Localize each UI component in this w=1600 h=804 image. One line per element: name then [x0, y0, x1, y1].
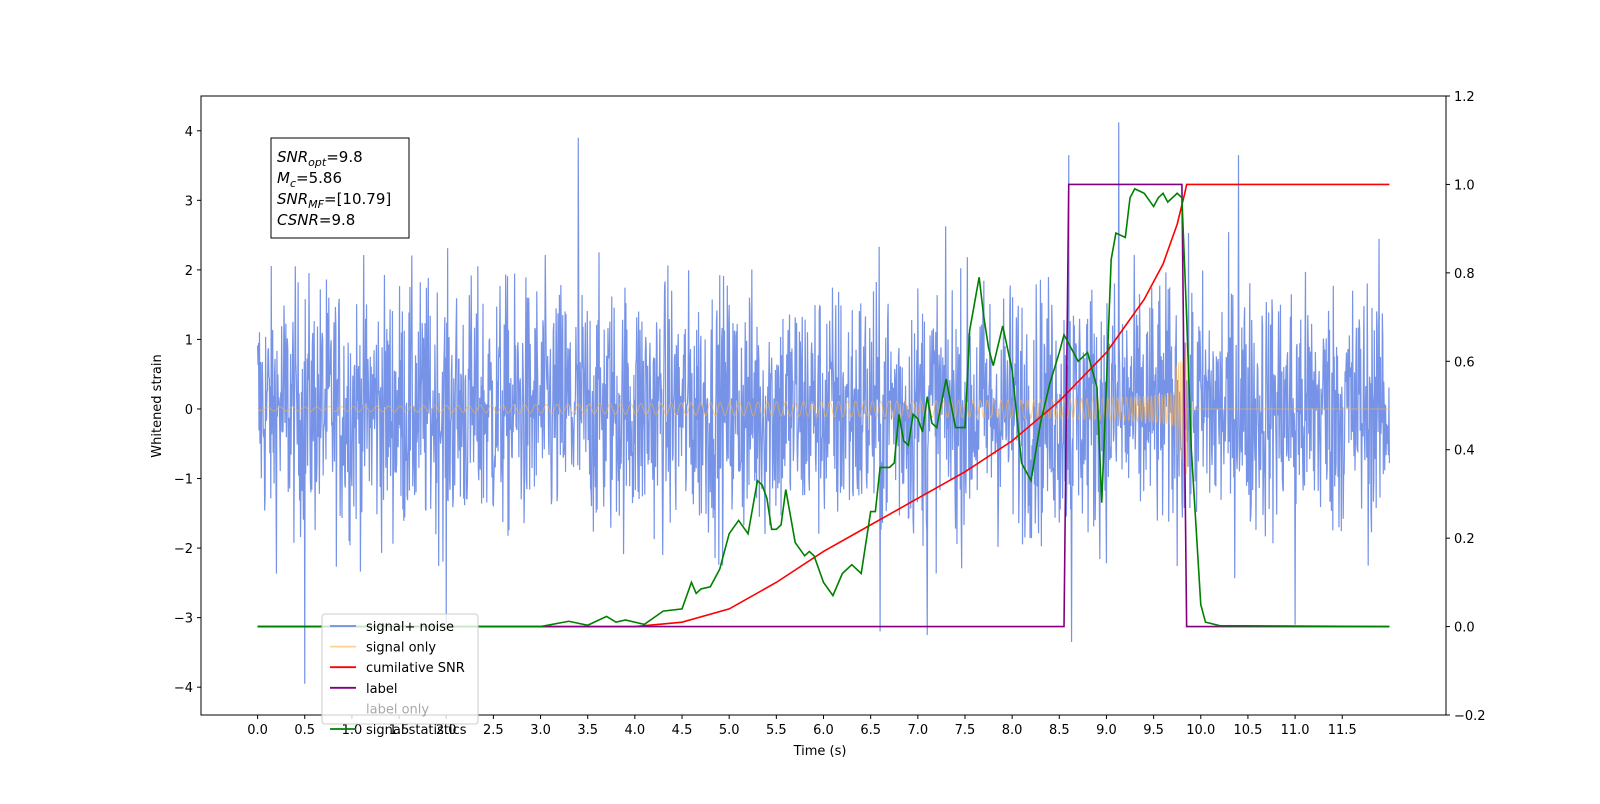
y2-tick-label: 0.4: [1454, 444, 1475, 459]
y2-tick-label: −0.2: [1454, 709, 1486, 724]
y2-tick-label: 0.2: [1454, 532, 1475, 547]
x-tick-label: 11.5: [1328, 723, 1357, 738]
x-tick-label: 10.5: [1233, 723, 1262, 738]
x-tick-label: 4.5: [672, 723, 693, 738]
y-tick-label: 1: [185, 333, 193, 348]
y-axis-label: Whitened strain: [150, 354, 165, 457]
y2-tick-label: 0.6: [1454, 355, 1475, 370]
x-axis-label: Time (s): [793, 744, 847, 759]
x-tick-label: 2.5: [483, 723, 504, 738]
y2-tick-label: 1.0: [1454, 178, 1475, 193]
x-tick-label: 9.5: [1143, 723, 1164, 738]
legend-label: signal only: [366, 641, 436, 656]
annotation-line: CSNR=9.8: [277, 211, 355, 229]
y2-tick-label: 1.2: [1454, 90, 1475, 105]
y-tick-label: −1: [174, 473, 193, 488]
x-tick-label: 3.5: [577, 723, 598, 738]
y-tick-label: 2: [185, 264, 193, 279]
legend: signal+ noise signal only cumilative SNR la…: [322, 614, 478, 738]
x-tick-label: 4.0: [625, 723, 646, 738]
x-tick-label: 8.5: [1049, 723, 1070, 738]
x-tick-label: 9.0: [1096, 723, 1117, 738]
legend-label: signal+ noise: [366, 620, 454, 635]
x-tick-label: 1.0: [342, 723, 363, 738]
x-tick-label: 7.0: [907, 723, 928, 738]
y-tick-label: −2: [174, 542, 193, 557]
y-tick-label: 3: [185, 194, 193, 209]
y-tick-label: −4: [174, 681, 193, 696]
x-tick-label: 6.5: [860, 723, 881, 738]
legend-label: label: [366, 682, 397, 697]
annotation-line: SNRMF=[10.79]: [277, 190, 391, 211]
x-tick-label: 3.0: [530, 723, 551, 738]
annotation-line: Mc=5.86: [277, 169, 342, 190]
x-tick-label: 0.5: [294, 723, 315, 738]
y-tick-label: 0: [185, 403, 193, 418]
x-tick-label: 6.0: [813, 723, 834, 738]
legend-label: cumilative SNR: [366, 661, 465, 676]
x-tick-label: 11.0: [1281, 723, 1310, 738]
x-tick-label: 5.5: [766, 723, 787, 738]
x-tick-label: 5.0: [719, 723, 740, 738]
x-tick-label: 7.5: [955, 723, 976, 738]
legend-label: signal statistics: [366, 723, 467, 738]
y2-tick-label: 0.0: [1454, 621, 1475, 636]
y-tick-label: 4: [185, 125, 193, 140]
x-tick-label: 0.0: [247, 723, 268, 738]
y2-tick-label: 0.8: [1454, 267, 1475, 282]
y-tick-label: −3: [174, 612, 193, 627]
legend-label: label only: [366, 702, 429, 717]
x-tick-label: 10.0: [1186, 723, 1215, 738]
x-tick-label: 8.0: [1002, 723, 1023, 738]
